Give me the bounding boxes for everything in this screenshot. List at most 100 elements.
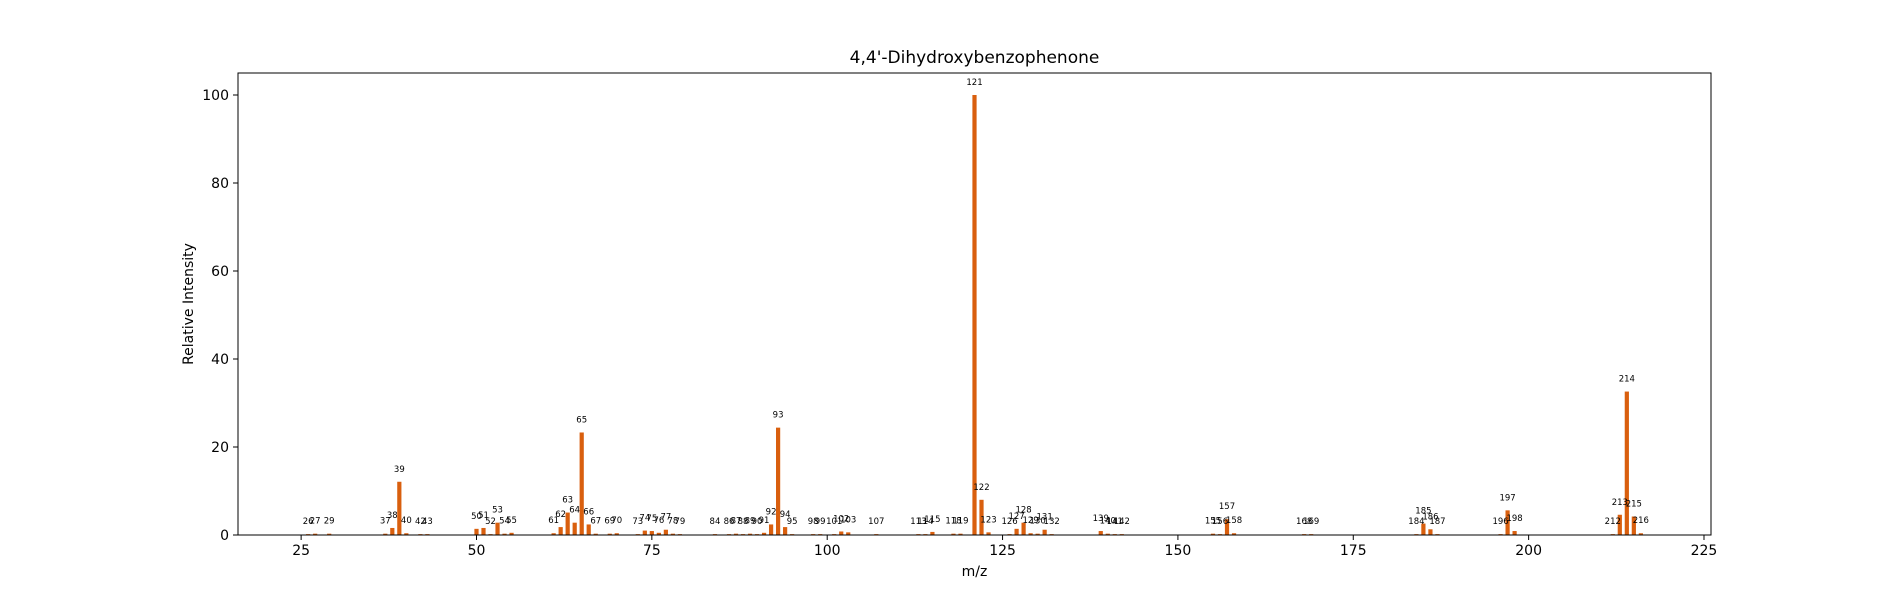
peak-label-37: 37 [380,517,391,527]
plot-frame [237,72,1712,536]
peak-label-128: 128 [1015,506,1031,516]
peak-label-67: 67 [590,517,601,527]
x-tick-label-125: 125 [989,543,1016,559]
y-axis: 0 20 40 60 80 100 [202,88,238,544]
peak-bar-66 [586,524,591,535]
peak-bar-185 [1421,523,1426,535]
peak-label-89: 89 [745,517,756,527]
peak-bar-78 [670,533,675,535]
peak-label-26: 26 [303,517,314,527]
peak-label-95: 95 [787,517,798,527]
peak-bar-197 [1505,510,1510,535]
peak-label-157: 157 [1219,502,1235,512]
peak-label-75: 75 [646,514,657,524]
peak-label-78: 78 [667,517,678,527]
peak-bar-127 [1014,528,1019,535]
peak-bar-131 [1042,529,1047,535]
peak-label-115: 115 [924,515,940,525]
x-tick-label-75: 75 [643,543,661,559]
peak-label-93: 93 [773,411,784,421]
peak-label-184: 184 [1408,517,1424,527]
peak-label-141: 141 [1107,517,1123,527]
peak-label-55: 55 [506,516,517,526]
peak-bar-50 [474,528,479,535]
peak-bar-213 [1617,514,1622,535]
peak-bar-54 [502,533,507,535]
peak-bar-37 [383,533,388,535]
peak-label-129: 129 [1022,516,1038,526]
peak-label-214: 214 [1619,375,1635,385]
y-tick-label-40: 40 [211,352,229,368]
peak-label-156: 156 [1212,517,1228,527]
peak-label-121: 121 [966,78,982,88]
peak-label-29: 29 [324,517,335,527]
peak-label-197: 197 [1499,493,1515,503]
peak-bar-119 [958,533,963,535]
peak-label-84: 84 [710,517,721,527]
peak-bar-122 [979,499,984,535]
peak-bar-64 [572,522,577,535]
peak-bar-94 [783,527,788,535]
peak-bar-51 [481,527,486,535]
peak-label-77: 77 [660,513,671,523]
peak-label-65: 65 [576,415,587,425]
peak-label-169: 169 [1303,517,1319,527]
peak-label-91: 91 [759,516,770,526]
peak-label-54: 54 [499,517,510,527]
peak-label-158: 158 [1226,516,1242,526]
peak-label-155: 155 [1205,517,1221,527]
peak-label-73: 73 [632,517,643,527]
peak-label-142: 142 [1114,517,1130,527]
peak-bar-89 [747,533,753,535]
peak-bar-130 [1035,533,1040,535]
peak-bar-29 [327,533,332,535]
peak-bar-158 [1231,533,1237,535]
peak-label-126: 126 [1001,517,1017,527]
x-tick-label-25: 25 [292,543,310,559]
chart-title: 4,4'-Dihydroxybenzophenone [850,48,1100,68]
peak-label-39: 39 [394,465,405,475]
peak-label-103: 103 [840,515,856,525]
y-tick-label-80: 80 [211,176,229,192]
peak-bar-121 [972,95,977,535]
peak-bar-216 [1638,533,1643,535]
peak-label-198: 198 [1506,514,1522,524]
peak-label-132: 132 [1044,517,1060,527]
peak-bar-75 [649,531,654,535]
peak-label-216: 216 [1633,516,1649,526]
peak-bar-27 [313,533,318,535]
peak-label-52: 52 [485,517,496,527]
peak-bar-157 [1224,519,1230,535]
peak-bar-103 [846,532,851,535]
peak-label-88: 88 [738,517,749,527]
y-axis-title: Relative Intensity [181,243,197,365]
peak-label-98: 98 [808,517,819,527]
peak-bar-40 [404,533,409,535]
peak-label-101: 101 [826,517,842,527]
peak-label-63: 63 [562,496,573,506]
peak-bar-215 [1631,516,1636,535]
peak-label-92: 92 [766,507,777,517]
peak-label-74: 74 [639,514,650,524]
peak-bar-128 [1021,522,1026,535]
peak-label-69: 69 [604,517,615,527]
peak-label-119: 119 [952,517,968,527]
peak-label-86: 86 [724,517,735,527]
peak-bar-61 [551,533,556,535]
peak-bar-76 [656,532,661,535]
x-tick-label-225: 225 [1691,543,1718,559]
peak-label-66: 66 [583,507,594,517]
peak-label-168: 168 [1296,517,1312,527]
y-tick-label-100: 100 [202,88,229,104]
peak-label-122: 122 [973,483,989,493]
peak-bar-91 [761,532,767,535]
peak-label-38: 38 [387,511,398,521]
peak-bar-139 [1098,531,1103,535]
peak-bar-123 [986,532,991,535]
x-axis: 25 50 75 100 125 150 175 200 225 [292,535,1717,559]
peak-bar-39 [397,481,402,535]
peak-bar-92 [768,524,774,535]
peak-label-187: 187 [1429,517,1445,527]
peak-bar-186 [1428,529,1433,535]
